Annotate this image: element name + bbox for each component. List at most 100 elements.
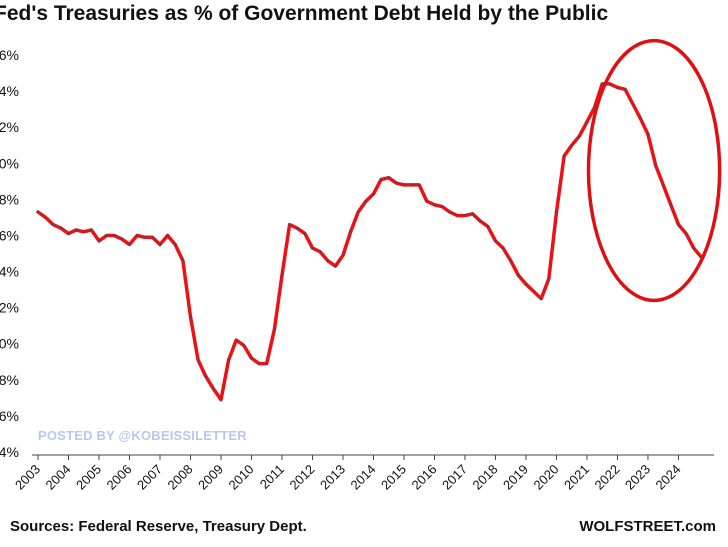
annotation-layer: [586, 38, 722, 303]
series-layer: [36, 82, 704, 402]
data-point: [509, 259, 512, 262]
data-point: [616, 86, 619, 89]
data-point: [288, 223, 291, 226]
data-point: [334, 264, 337, 268]
data-point: [479, 219, 482, 223]
source-note: Sources: Federal Reserve, Treasury Dept.: [10, 518, 307, 535]
data-point: [540, 297, 543, 300]
data-point: [387, 176, 390, 179]
data-point: [349, 230, 352, 233]
data-point: [425, 200, 428, 203]
y-tick-label: 24%: [0, 264, 19, 280]
x-tick-label: 2017: [439, 462, 470, 493]
data-point: [395, 181, 398, 185]
data-point: [36, 210, 40, 214]
x-tick-label: 2020: [531, 462, 562, 493]
data-point: [440, 205, 444, 208]
data-point: [623, 88, 627, 91]
data-point: [448, 210, 451, 214]
x-tick-label: 2012: [287, 462, 318, 493]
data-point: [372, 192, 375, 196]
data-point: [52, 223, 55, 226]
x-tick-label: 2003: [12, 462, 43, 493]
chart-title: Fed's Treasuries as % of Government Debt…: [0, 2, 609, 25]
watermark: POSTED BY @KOBEISSILETTER: [38, 428, 247, 443]
data-point: [379, 178, 383, 181]
data-point: [639, 117, 642, 120]
data-point: [189, 315, 192, 318]
data-point: [257, 362, 261, 365]
data-point: [547, 277, 550, 280]
data-point: [212, 387, 215, 390]
data-point: [402, 183, 406, 187]
y-tick-label: 16%: [0, 408, 19, 424]
data-point: [662, 183, 665, 187]
data-point: [311, 246, 314, 250]
data-point: [74, 228, 78, 232]
data-point: [181, 259, 185, 262]
data-point: [120, 237, 124, 241]
data-point: [326, 259, 329, 262]
data-point: [143, 236, 146, 239]
data-point: [585, 120, 589, 124]
y-tick-label: 20%: [0, 336, 19, 352]
x-tick-label: 2006: [104, 462, 135, 493]
y-tick-label: 14%: [0, 444, 19, 460]
data-point: [97, 239, 101, 243]
data-point: [677, 223, 680, 226]
data-point: [631, 102, 634, 105]
series-line: [36, 82, 704, 402]
data-point: [501, 246, 505, 250]
x-tick-label: 2008: [165, 462, 196, 493]
y-tick-label: 18%: [0, 372, 19, 388]
data-point: [235, 338, 238, 342]
data-point: [174, 243, 177, 246]
data-point: [341, 254, 345, 257]
data-point: [128, 243, 131, 246]
x-tick-label: 2019: [500, 462, 531, 493]
x-tick-label: 2014: [348, 462, 379, 493]
data-point: [471, 212, 474, 215]
y-tick-label: 36%: [0, 47, 19, 63]
data-point: [67, 232, 70, 235]
x-tick-label: 2018: [470, 462, 501, 493]
x-axis-ticks: 2003 2004 2005 2006 2007 2008 2009 2010 2011 2012…: [12, 455, 684, 493]
x-tick-label: 2024: [653, 462, 684, 493]
highlight-ellipse: [586, 38, 722, 303]
x-tick-label: 2011: [257, 462, 287, 492]
data-point: [555, 210, 558, 214]
data-point: [296, 227, 299, 230]
y-tick-label: 26%: [0, 227, 19, 243]
x-tick-label: 2022: [592, 462, 623, 493]
x-tick-label: 2009: [195, 462, 226, 493]
data-point: [105, 234, 108, 237]
x-tick-label: 2023: [622, 462, 653, 493]
data-point: [608, 82, 611, 86]
y-tick-label: 30%: [0, 155, 19, 171]
x-tick-label: 2007: [134, 462, 165, 493]
data-point: [578, 135, 581, 138]
y-tick-label: 28%: [0, 191, 19, 207]
x-tick-label: 2013: [317, 462, 348, 493]
data-point: [250, 357, 253, 360]
data-point: [273, 328, 276, 331]
data-point: [524, 283, 528, 286]
x-tick-label: 2016: [409, 462, 440, 493]
data-point: [654, 163, 657, 167]
data-point: [486, 225, 489, 228]
data-point: [601, 82, 604, 86]
data-point: [280, 274, 284, 277]
data-point: [669, 203, 672, 206]
data-point: [90, 228, 93, 232]
data-point: [151, 236, 154, 239]
data-point: [59, 227, 63, 230]
data-point: [562, 154, 566, 158]
data-point: [463, 214, 467, 217]
data-point: [113, 234, 116, 237]
data-point: [418, 183, 421, 187]
y-axis-ticks: 14% 16% 18% 20% 22% 24% 26% 28% 30% 32% 34% 36%: [0, 47, 19, 460]
data-point: [692, 246, 695, 250]
data-point: [265, 362, 268, 365]
x-tick-label: 2015: [378, 462, 409, 493]
